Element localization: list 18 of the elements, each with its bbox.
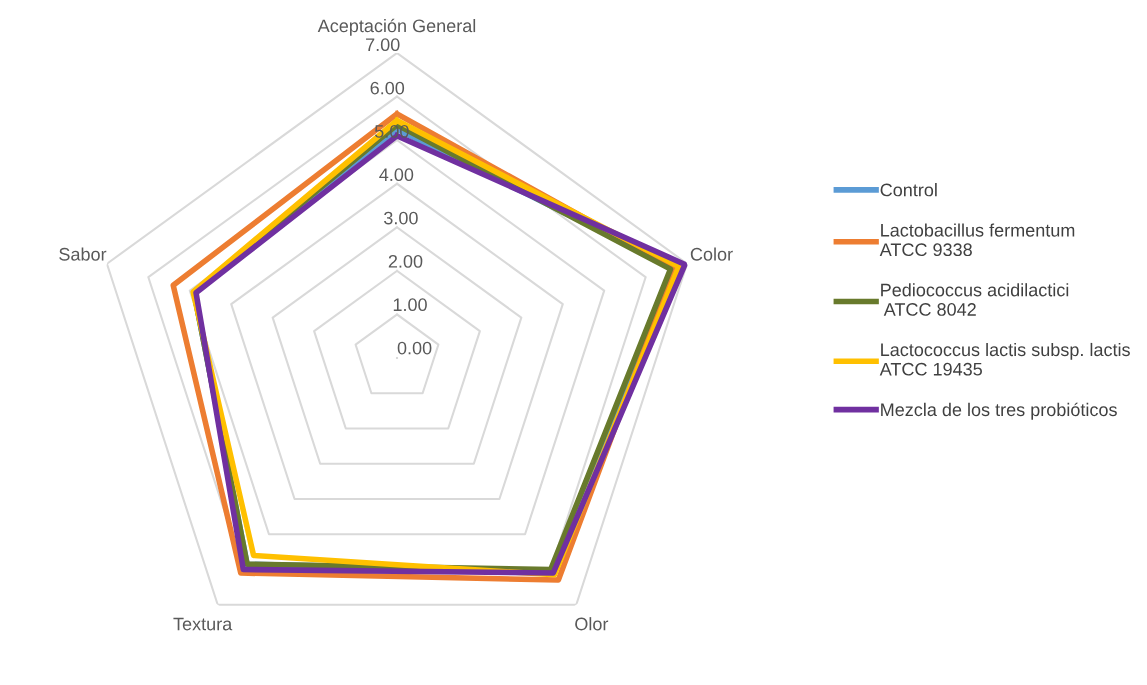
legend-label: Mezcla de los tres probióticos xyxy=(881,402,1117,420)
y-tick-label: 2.00 xyxy=(388,254,423,268)
legend-label: Lactobacillus fermentum ATCC 9338 xyxy=(879,223,1075,257)
spoke-label: Olor xyxy=(575,617,609,631)
y-tick-label: 4.00 xyxy=(379,168,414,182)
y-tick-label: 7.00 xyxy=(366,38,400,52)
spoke-label: Textura xyxy=(173,617,233,631)
y-tick-label: 5.00 xyxy=(374,124,409,138)
y-tick-label: 6.00 xyxy=(370,81,405,95)
spoke-label: Color xyxy=(690,247,733,261)
legend-label: Pediococcus acidilactici ATCC 8042 xyxy=(881,283,1069,316)
y-tick-label: 0.00 xyxy=(397,341,432,355)
spoke-label: Aceptación General xyxy=(317,18,476,36)
spoke-label: Sabor xyxy=(59,247,107,261)
y-tick-label: 1.00 xyxy=(393,298,427,312)
legend-label: Control xyxy=(880,183,937,197)
y-tick-label: 3.00 xyxy=(384,211,418,225)
legend-label: Lactococcus lactis subsp. lactis ATCC 19435 xyxy=(879,342,1130,376)
